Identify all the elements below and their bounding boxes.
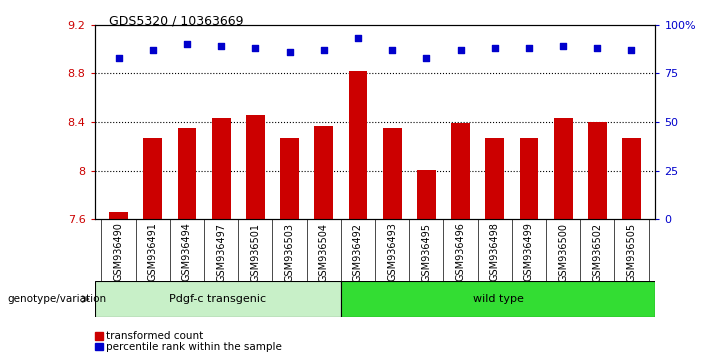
Point [489, 45, 501, 51]
Bar [554, 119, 573, 219]
Bar [622, 138, 641, 219]
Point [215, 44, 226, 49]
Point [626, 47, 637, 53]
Point [113, 55, 124, 61]
Point [250, 45, 261, 51]
Point [421, 55, 432, 61]
Bar [348, 71, 367, 219]
Text: GSM936497: GSM936497 [216, 223, 226, 281]
Text: GSM936504: GSM936504 [319, 223, 329, 281]
Text: GSM936495: GSM936495 [421, 223, 431, 281]
Text: genotype/variation: genotype/variation [7, 294, 106, 304]
Bar [341, 281, 655, 317]
Bar [95, 281, 341, 317]
Text: Pdgf-c transgenic: Pdgf-c transgenic [169, 294, 266, 304]
Bar [383, 128, 402, 219]
Text: GSM936505: GSM936505 [627, 223, 637, 282]
Point [147, 47, 158, 53]
Bar [246, 115, 265, 219]
Text: GSM936493: GSM936493 [387, 223, 397, 281]
Text: GSM936500: GSM936500 [558, 223, 568, 281]
Point [353, 35, 364, 41]
Point [318, 47, 329, 53]
Text: GSM936494: GSM936494 [182, 223, 192, 281]
Bar [144, 138, 162, 219]
Text: GSM936499: GSM936499 [524, 223, 534, 281]
Bar [212, 119, 231, 219]
Point [524, 45, 535, 51]
Point [455, 47, 466, 53]
Text: GSM936501: GSM936501 [250, 223, 260, 281]
Point [557, 44, 569, 49]
Bar [485, 138, 504, 219]
Text: GSM936502: GSM936502 [592, 223, 602, 282]
Text: wild type: wild type [472, 294, 524, 304]
Bar [451, 123, 470, 219]
Bar [519, 138, 538, 219]
Text: transformed count: transformed count [106, 331, 203, 341]
Text: GSM936503: GSM936503 [285, 223, 294, 281]
Text: GDS5320 / 10363669: GDS5320 / 10363669 [109, 14, 243, 27]
Point [284, 49, 295, 55]
Point [592, 45, 603, 51]
Bar [177, 128, 196, 219]
Text: GSM936491: GSM936491 [148, 223, 158, 281]
Text: percentile rank within the sample: percentile rank within the sample [106, 342, 282, 352]
Text: GSM936490: GSM936490 [114, 223, 123, 281]
Bar [588, 122, 606, 219]
Bar [280, 138, 299, 219]
Point [386, 47, 397, 53]
Bar [314, 126, 333, 219]
Bar [417, 170, 436, 219]
Text: GSM936492: GSM936492 [353, 223, 363, 281]
Bar [109, 212, 128, 219]
Text: GSM936496: GSM936496 [456, 223, 465, 281]
Point [182, 41, 193, 47]
Text: GSM936498: GSM936498 [490, 223, 500, 281]
